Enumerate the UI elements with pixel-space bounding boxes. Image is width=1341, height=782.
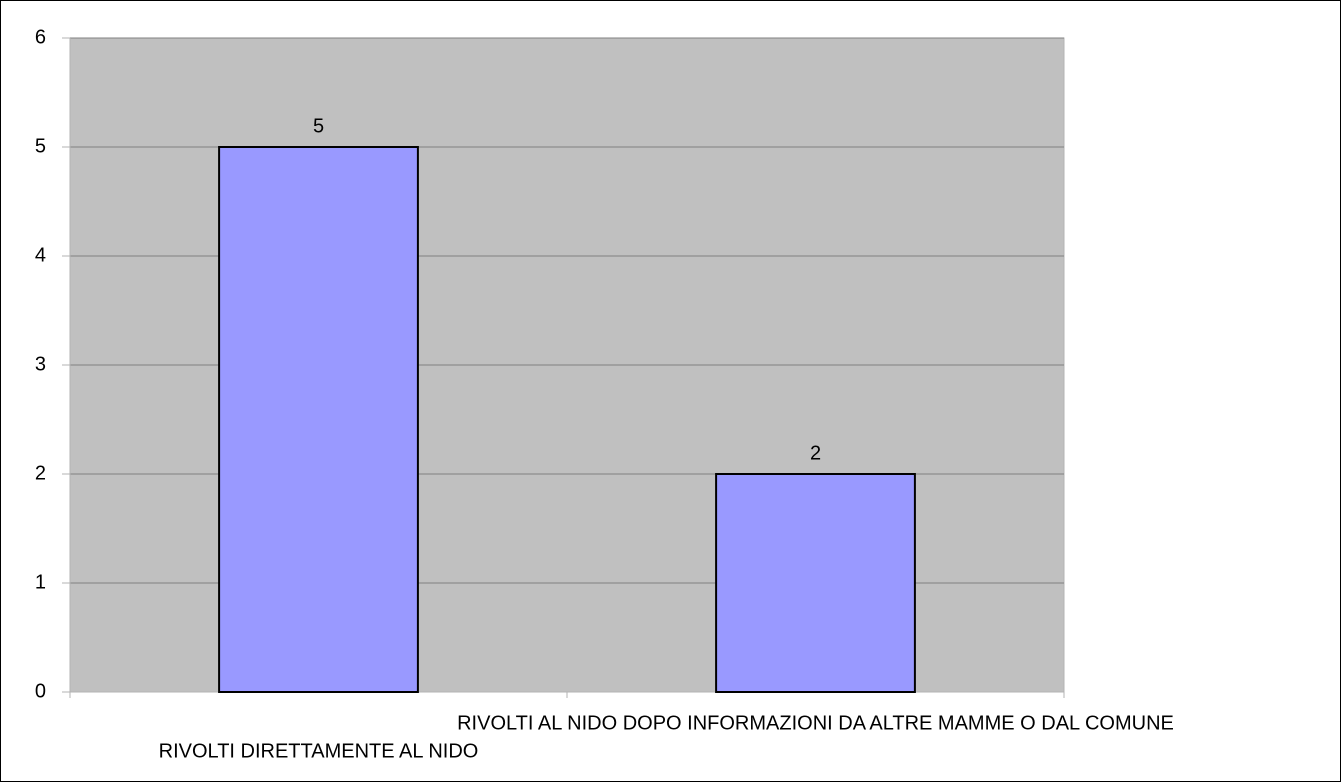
data-label: 2 (810, 442, 821, 464)
y-tick-label: 0 (35, 680, 46, 702)
y-tick-label: 3 (35, 353, 46, 375)
y-tick-label: 5 (35, 135, 46, 157)
x-tick-label: RIVOLTI DIRETTAMENTE AL NIDO (159, 740, 479, 762)
y-tick-label: 1 (35, 571, 46, 593)
bar (715, 473, 916, 693)
y-tick-label: 2 (35, 462, 46, 484)
bar (218, 146, 419, 693)
y-tick-label: 4 (35, 244, 46, 266)
x-tick-label: RIVOLTI AL NIDO DOPO INFORMAZIONI DA ALT… (457, 712, 1174, 734)
y-tick-label: 6 (35, 26, 46, 48)
data-label: 5 (313, 115, 324, 137)
